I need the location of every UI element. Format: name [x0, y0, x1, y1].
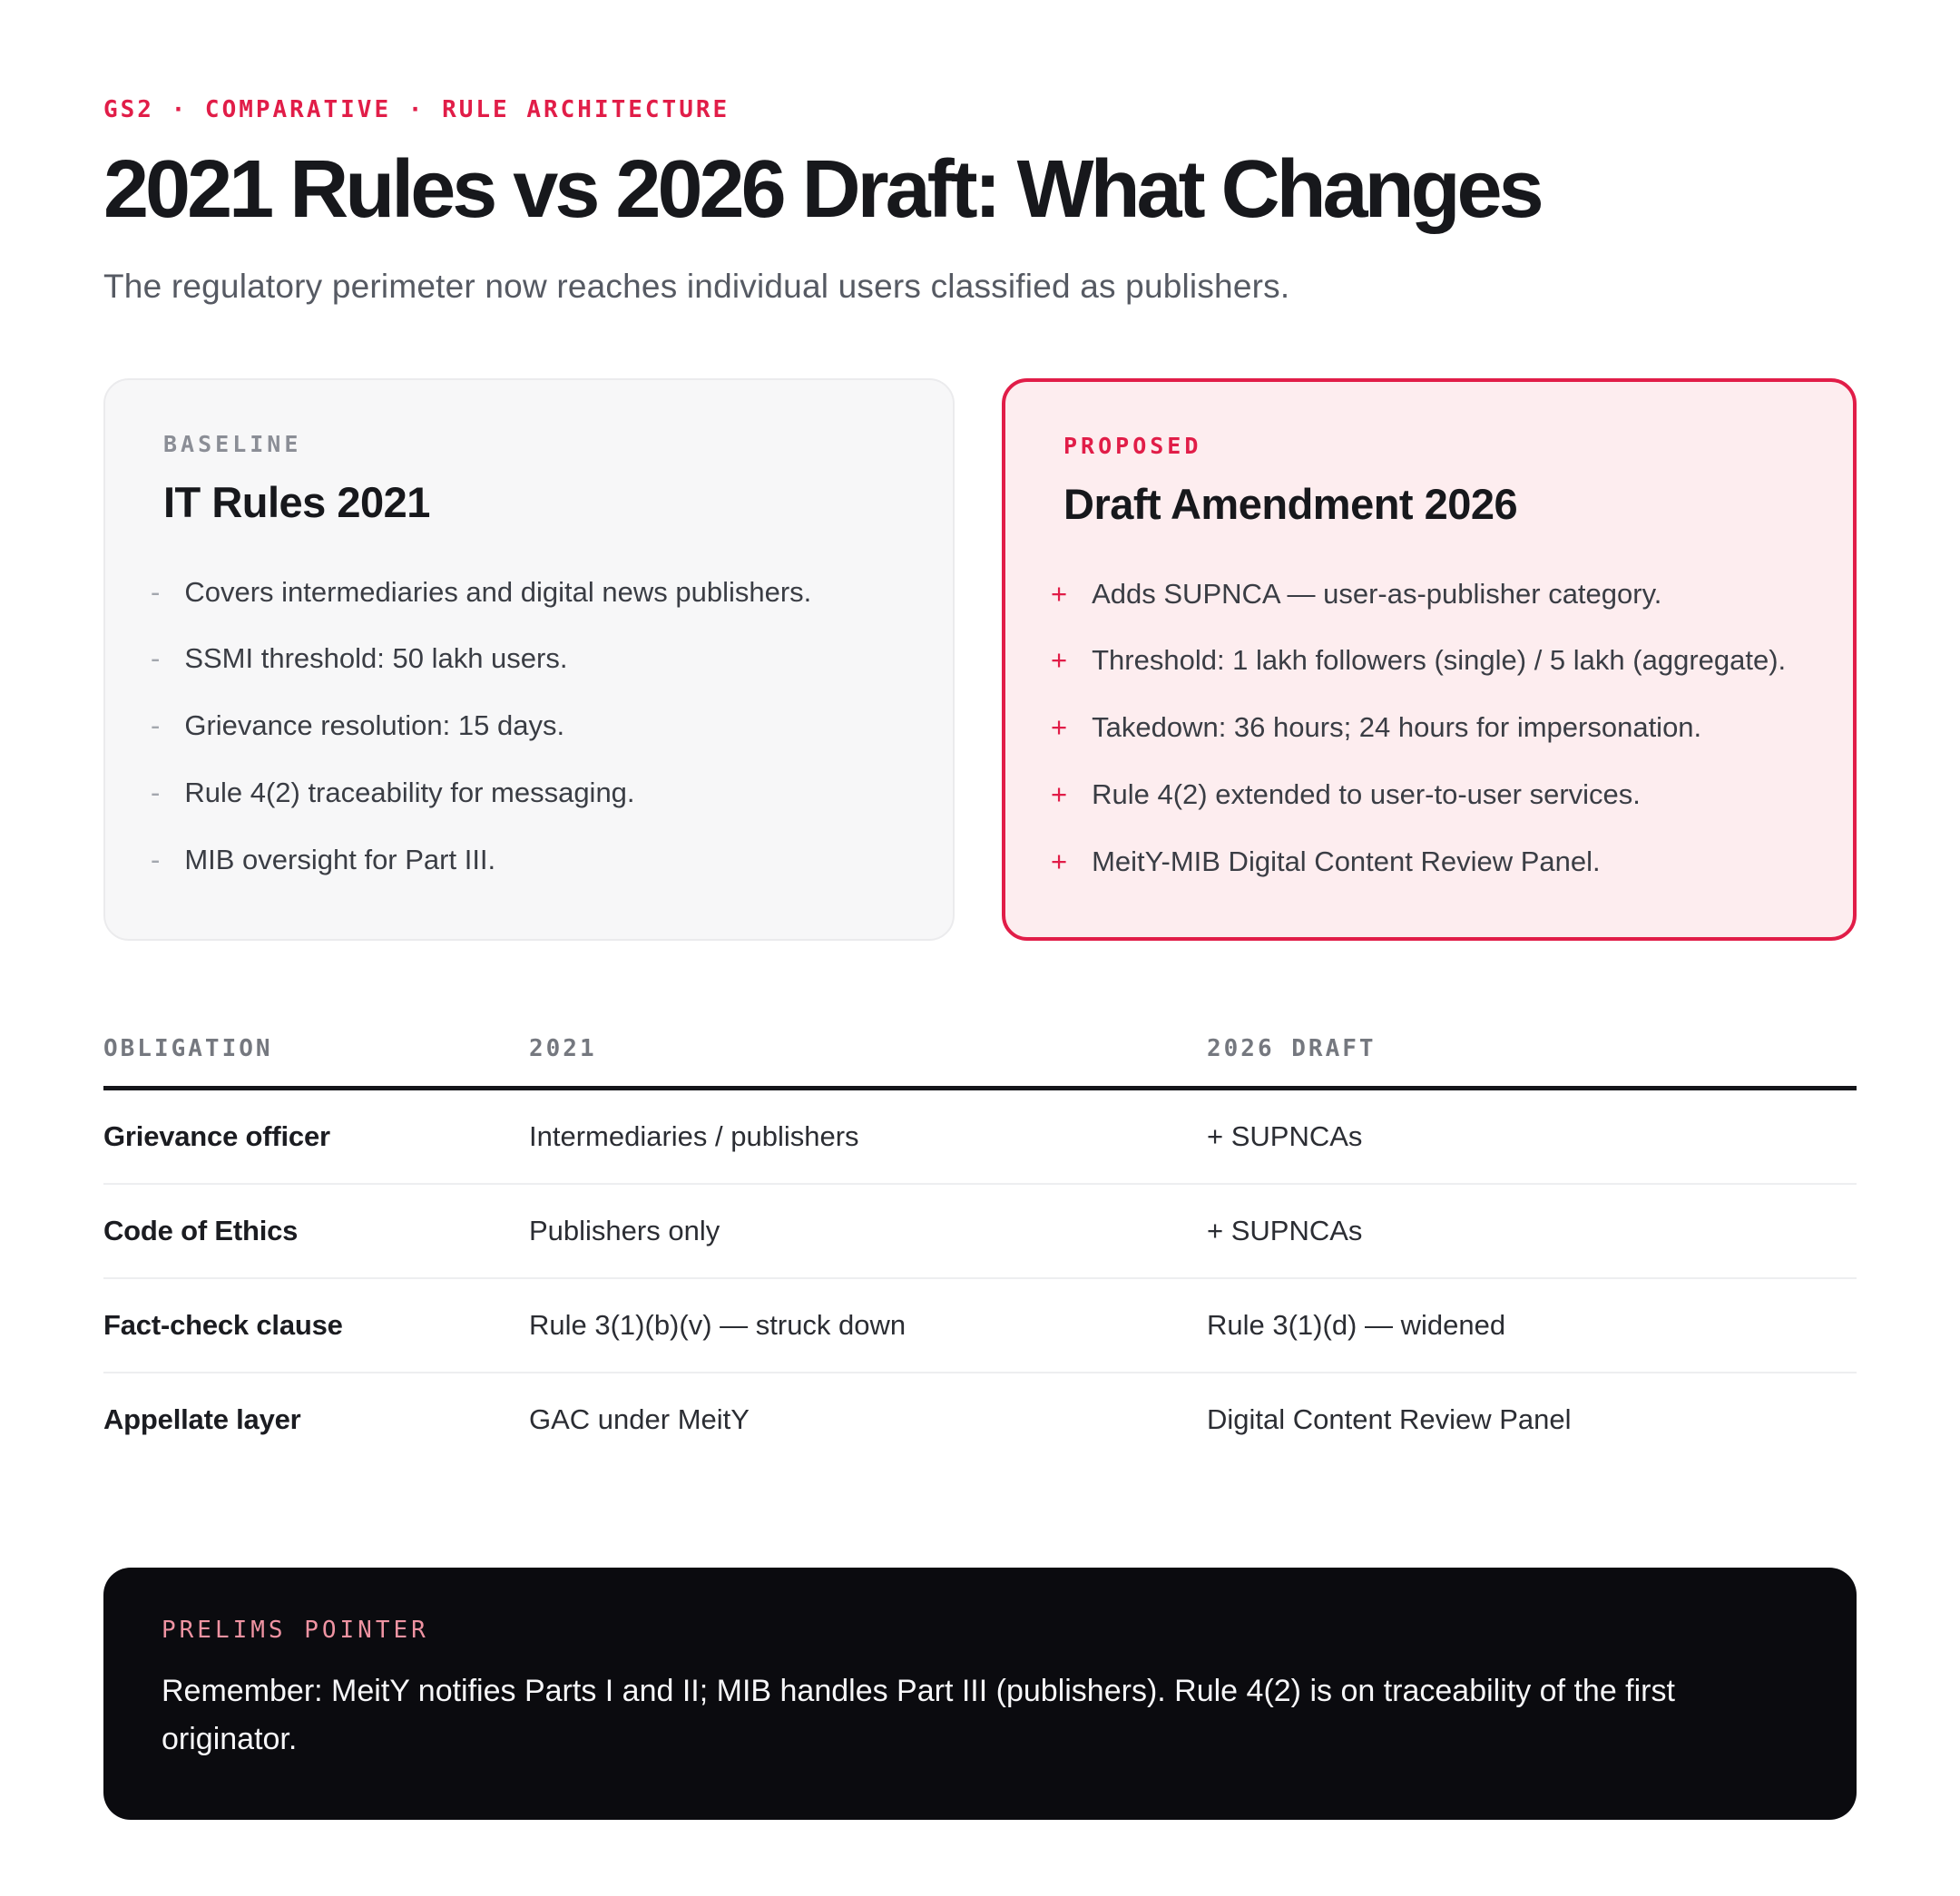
- table-row: Fact-check clause Rule 3(1)(b)(v) — stru…: [103, 1279, 1857, 1374]
- list-item-text: Takedown: 36 hours; 24 hours for imperso…: [1092, 711, 1702, 744]
- baseline-card-list: - Covers intermediaries and digital news…: [151, 572, 897, 882]
- list-item-text: MeitY-MIB Digital Content Review Panel.: [1092, 845, 1601, 878]
- cell-obligation: Grievance officer: [103, 1120, 330, 1153]
- list-item: - Grievance resolution: 15 days.: [151, 706, 897, 747]
- proposed-card-title: Draft Amendment 2026: [1063, 479, 1518, 528]
- page: GS2 · COMPARATIVE · RULE ARCHITECTURE 20…: [103, 96, 1857, 1820]
- list-item: + Threshold: 1 lakh followers (single) /…: [1051, 640, 1797, 681]
- dash-marker: -: [151, 709, 161, 742]
- cell-2026-draft: + SUPNCAs: [1207, 1120, 1363, 1153]
- plus-marker: +: [1051, 577, 1068, 610]
- column-header-obligation: OBLIGATION: [103, 1035, 273, 1063]
- page-subtitle: The regulatory perimeter now reaches ind…: [103, 267, 1290, 305]
- eyebrow-tags: GS2 · COMPARATIVE · RULE ARCHITECTURE: [103, 96, 730, 123]
- page-title: 2021 Rules vs 2026 Draft: What Changes: [103, 144, 1544, 235]
- page-header: GS2 · COMPARATIVE · RULE ARCHITECTURE 20…: [103, 96, 1857, 306]
- dash-marker: -: [151, 777, 161, 809]
- list-item-text: MIB oversight for Part III.: [184, 844, 496, 876]
- proposed-card: PROPOSED Draft Amendment 2026 + Adds SUP…: [1002, 377, 1857, 942]
- table-header-row: OBLIGATION 2021 2026 DRAFT: [103, 1035, 1857, 1091]
- plus-marker: +: [1051, 711, 1068, 744]
- comparison-cards: BASELINE IT Rules 2021 - Covers intermed…: [103, 377, 1857, 942]
- table-row: Grievance officer Intermediaries / publi…: [103, 1090, 1857, 1186]
- cell-2021: Rule 3(1)(b)(v) — struck down: [529, 1309, 906, 1342]
- list-item: + MeitY-MIB Digital Content Review Panel…: [1051, 842, 1797, 883]
- table-row: Appellate layer GAC under MeitY Digital …: [103, 1373, 1857, 1466]
- dash-marker: -: [151, 642, 161, 675]
- list-item-text: Grievance resolution: 15 days.: [184, 709, 565, 742]
- list-item-text: Covers intermediaries and digital news p…: [184, 575, 812, 608]
- cell-obligation: Fact-check clause: [103, 1309, 343, 1342]
- baseline-card-label: BASELINE: [163, 430, 302, 457]
- plus-marker: +: [1051, 778, 1068, 811]
- cell-2026-draft: + SUPNCAs: [1207, 1215, 1363, 1247]
- plus-marker: +: [1051, 845, 1068, 878]
- list-item: - Rule 4(2) traceability for messaging.: [151, 773, 897, 814]
- list-item-text: Threshold: 1 lakh followers (single) / 5…: [1092, 644, 1787, 677]
- prelims-pointer-label: PRELIMS POINTER: [162, 1617, 429, 1645]
- baseline-card-title: IT Rules 2021: [163, 477, 430, 526]
- list-item-text: Rule 4(2) traceability for messaging.: [184, 777, 635, 809]
- prelims-pointer-text: Remember: MeitY notifies Parts I and II;…: [162, 1674, 1675, 1756]
- cell-2026-draft: Rule 3(1)(d) — widened: [1207, 1309, 1506, 1342]
- cell-obligation: Appellate layer: [103, 1403, 301, 1436]
- obligations-table: OBLIGATION 2021 2026 DRAFT Grievance off…: [103, 1035, 1857, 1466]
- cell-2026-draft: Digital Content Review Panel: [1207, 1403, 1572, 1436]
- column-header-2026-draft: 2026 DRAFT: [1207, 1035, 1377, 1063]
- proposed-card-label: PROPOSED: [1063, 432, 1202, 459]
- list-item-text: Adds SUPNCA — user-as-publisher category…: [1092, 577, 1662, 610]
- list-item: - SSMI threshold: 50 lakh users.: [151, 639, 897, 679]
- prelims-pointer-card: PRELIMS POINTER Remember: MeitY notifies…: [103, 1568, 1857, 1820]
- plus-marker: +: [1051, 644, 1068, 677]
- dash-marker: -: [151, 575, 161, 608]
- table-row: Code of Ethics Publishers only + SUPNCAs: [103, 1185, 1857, 1280]
- cell-2021: Publishers only: [529, 1215, 720, 1247]
- cell-2021: GAC under MeitY: [529, 1403, 750, 1436]
- cell-obligation: Code of Ethics: [103, 1215, 299, 1247]
- dash-marker: -: [151, 844, 161, 876]
- list-item: - Covers intermediaries and digital news…: [151, 572, 897, 613]
- list-item: - MIB oversight for Part III.: [151, 840, 897, 881]
- cell-2021: Intermediaries / publishers: [529, 1120, 859, 1153]
- proposed-card-list: + Adds SUPNCA — user-as-publisher catego…: [1051, 574, 1797, 884]
- column-header-2021: 2021: [529, 1035, 597, 1063]
- list-item: + Takedown: 36 hours; 24 hours for imper…: [1051, 708, 1797, 748]
- list-item-text: SSMI threshold: 50 lakh users.: [184, 642, 568, 675]
- list-item: + Rule 4(2) extended to user-to-user ser…: [1051, 775, 1797, 816]
- baseline-card: BASELINE IT Rules 2021 - Covers intermed…: [103, 377, 955, 942]
- list-item: + Adds SUPNCA — user-as-publisher catego…: [1051, 574, 1797, 615]
- list-item-text: Rule 4(2) extended to user-to-user servi…: [1092, 778, 1641, 811]
